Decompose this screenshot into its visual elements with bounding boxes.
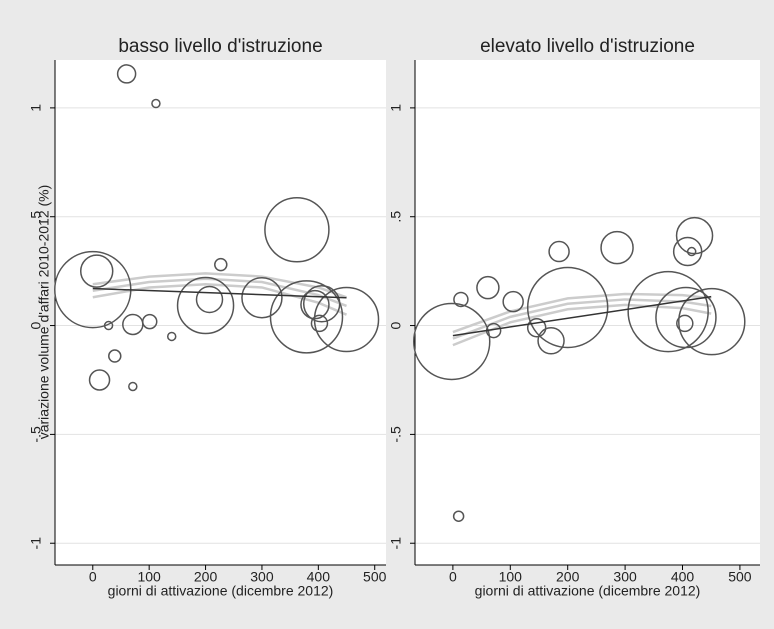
bubble — [241, 276, 283, 319]
x-tick-label: 400 — [671, 569, 695, 585]
panel-title: basso livello d'istruzione — [118, 36, 322, 57]
x-tick-label: 300 — [613, 569, 637, 585]
linear-fit — [452, 295, 712, 337]
x-tick-label: 0 — [449, 569, 457, 585]
y-tick-label: 1 — [388, 104, 404, 112]
bubble — [313, 286, 380, 353]
linear-fit — [92, 287, 347, 299]
y-tick-label: 1 — [28, 104, 44, 112]
bubble — [79, 254, 114, 288]
bubble — [537, 327, 565, 355]
bubble — [672, 236, 703, 267]
x-tick-label: 100 — [499, 569, 523, 585]
panel-title: elevato livello d'istruzione — [480, 36, 695, 57]
x-tick-label: 500 — [363, 569, 387, 585]
bubble — [269, 280, 344, 354]
y-tick-label: .5 — [388, 211, 404, 223]
bubble — [526, 266, 609, 349]
y-tick-label: 0 — [28, 321, 44, 329]
bubble — [453, 291, 469, 308]
bubble — [600, 230, 634, 265]
quadratic-fit-upper — [92, 272, 347, 299]
bubble — [128, 381, 138, 392]
bubble — [116, 64, 137, 84]
bubble — [214, 257, 228, 272]
y-axis-title: variazione volume d'affari 2010-2012 (%) — [36, 185, 52, 440]
x-axis-title: giorni di attivazione (dicembre 2012) — [108, 583, 334, 599]
bubble — [476, 275, 500, 300]
y-tick-label: -.5 — [388, 426, 404, 443]
bubble — [141, 313, 158, 330]
y-tick-label: 0 — [388, 321, 404, 329]
bubble — [264, 197, 330, 263]
y-tick-label: .5 — [28, 211, 44, 223]
x-tick-label: 200 — [194, 569, 218, 585]
x-tick-label: 0 — [89, 569, 97, 585]
bubble — [310, 314, 329, 333]
bubble — [195, 285, 224, 314]
x-tick-label: 300 — [250, 569, 274, 585]
bubble — [103, 320, 114, 331]
bubble — [176, 276, 235, 335]
bubble — [676, 314, 694, 333]
x-tick-label: 200 — [556, 569, 580, 585]
x-tick-label: 500 — [728, 569, 752, 585]
x-tick-label: 400 — [307, 569, 331, 585]
bubble — [526, 317, 547, 338]
quadratic-fit-lower — [92, 282, 348, 316]
bubble — [655, 286, 717, 349]
quadratic-fit-upper — [452, 292, 712, 334]
bubble — [88, 369, 111, 391]
x-tick-label: 100 — [137, 569, 161, 585]
bubble — [502, 290, 524, 313]
bubble — [686, 246, 697, 257]
x-axis-title: giorni di attivazione (dicembre 2012) — [475, 583, 701, 599]
y-tick-label: -.5 — [28, 426, 44, 443]
bubble — [627, 270, 709, 353]
bubble — [302, 285, 341, 323]
y-tick-label: -1 — [388, 537, 404, 550]
quadratic-fit-values — [452, 298, 712, 340]
quadratic-fit-lower — [452, 303, 712, 347]
y-tick-label: -1 — [28, 537, 44, 550]
bubble — [548, 240, 570, 263]
bubble — [412, 302, 491, 381]
bubble — [452, 510, 465, 522]
bubble — [678, 287, 746, 356]
bubble — [108, 349, 122, 363]
bubble — [166, 331, 177, 342]
bubble — [151, 98, 161, 109]
plot-area — [55, 60, 386, 565]
